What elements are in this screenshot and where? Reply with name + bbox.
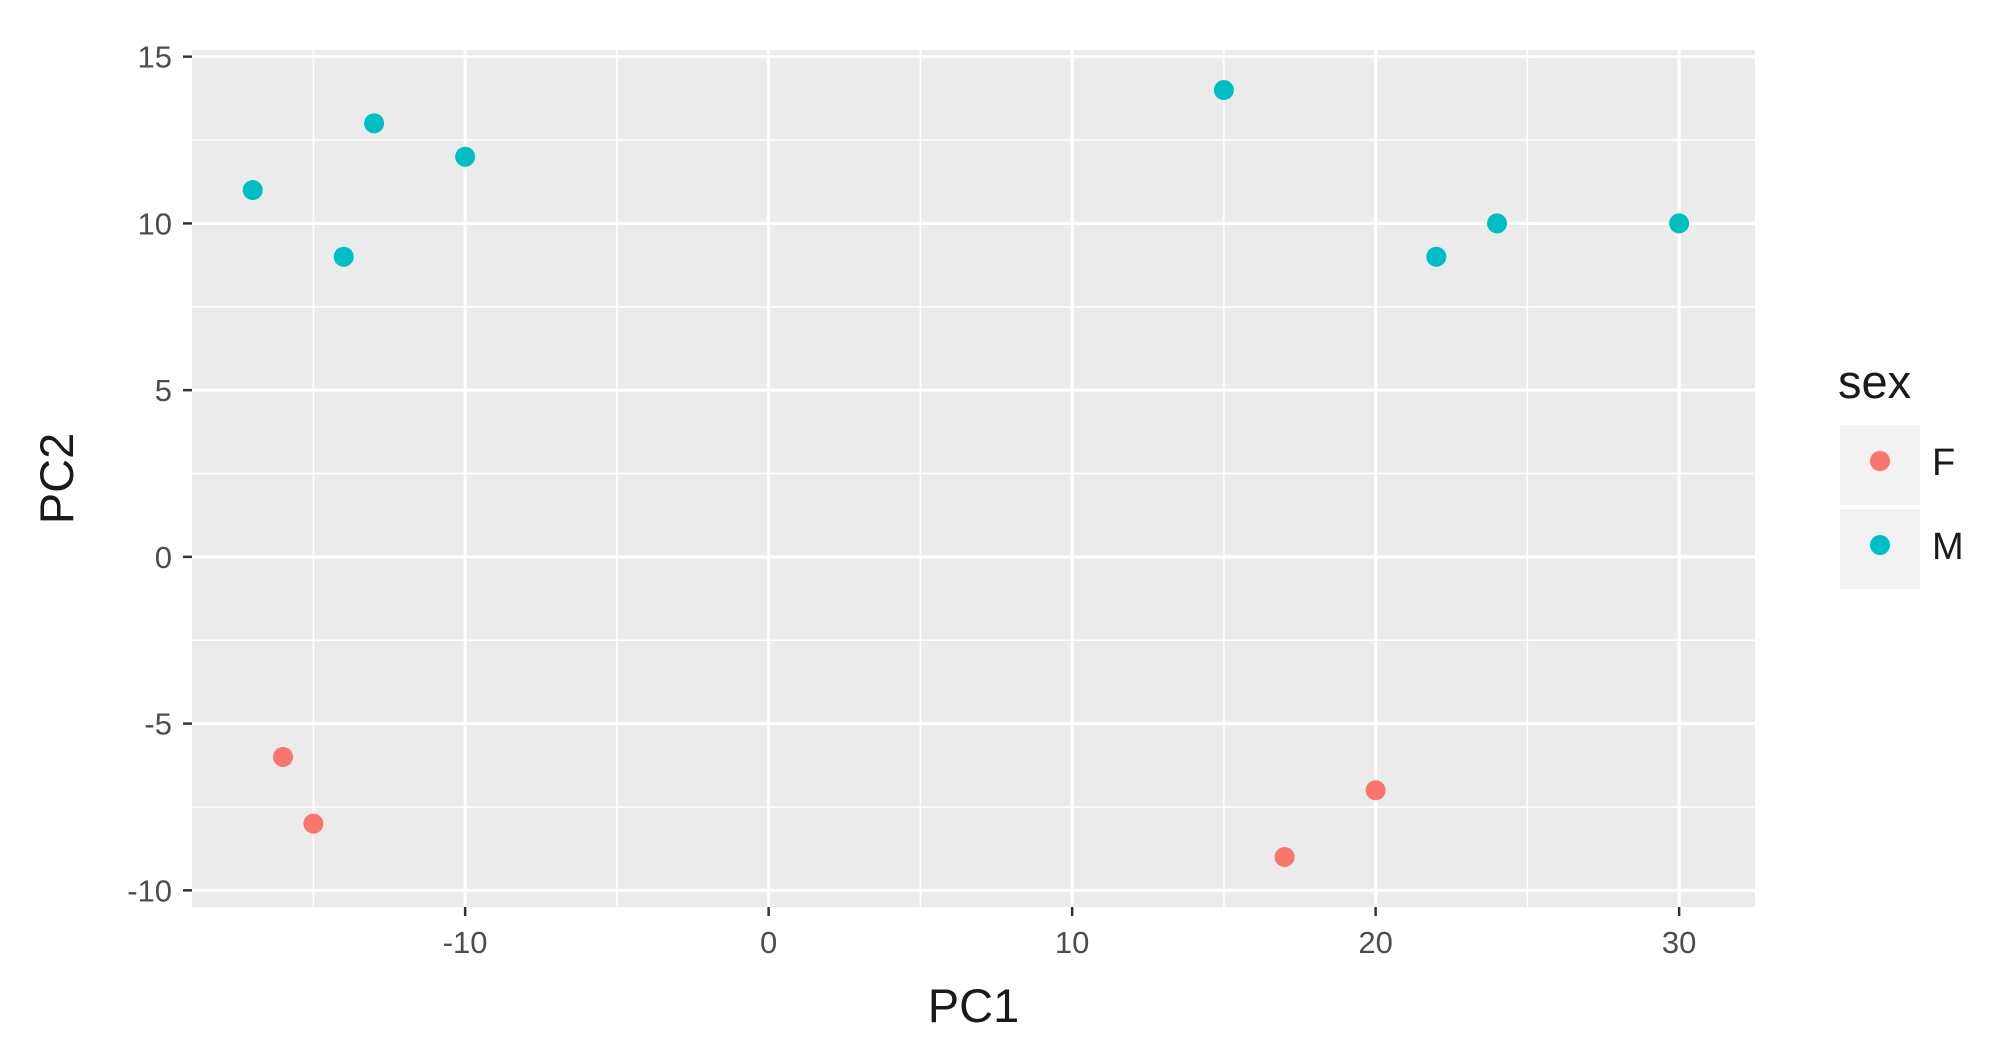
data-point-m: [1213, 80, 1234, 101]
x-tick-label: 0: [760, 925, 777, 960]
legend-key-f: [1870, 451, 1890, 471]
legend-label: M: [1932, 526, 1964, 568]
y-axis-title: PC2: [30, 433, 83, 524]
data-point-f: [303, 813, 324, 834]
data-point-f: [1274, 846, 1295, 867]
grid-minor: [192, 50, 1755, 907]
data-point-m: [1669, 213, 1690, 234]
legend: sex FM: [1838, 355, 1964, 589]
data-points: [242, 80, 1690, 867]
y-tick-label: 10: [138, 206, 172, 241]
data-point-m: [333, 246, 354, 267]
data-point-m: [455, 146, 476, 167]
y-tick-label: 5: [155, 373, 172, 408]
data-point-m: [1426, 246, 1447, 267]
y-axis: -10 -5 0 5 10 15: [127, 40, 192, 908]
legend-title: sex: [1838, 355, 1911, 408]
y-tick-label: 15: [138, 40, 172, 75]
y-tick-label: -10: [127, 873, 172, 908]
x-axis: -10 0 10 20 30: [443, 907, 1696, 960]
y-tick-label: 0: [155, 540, 172, 575]
legend-keys: FM: [1840, 425, 1964, 589]
data-point-f: [273, 746, 294, 767]
x-tick-label: 30: [1662, 925, 1696, 960]
data-point-m: [1487, 213, 1508, 234]
plot-panel: [192, 50, 1755, 907]
data-point-m: [364, 113, 385, 134]
legend-label: F: [1932, 442, 1955, 484]
data-point-f: [1365, 780, 1386, 801]
x-tick-label: 20: [1358, 925, 1392, 960]
data-point-m: [242, 180, 263, 201]
legend-key-m: [1870, 535, 1890, 555]
x-axis-title: PC1: [928, 979, 1019, 1032]
y-tick-label: -5: [144, 707, 172, 742]
x-tick-label: -10: [443, 925, 488, 960]
x-tick-label: 10: [1055, 925, 1089, 960]
